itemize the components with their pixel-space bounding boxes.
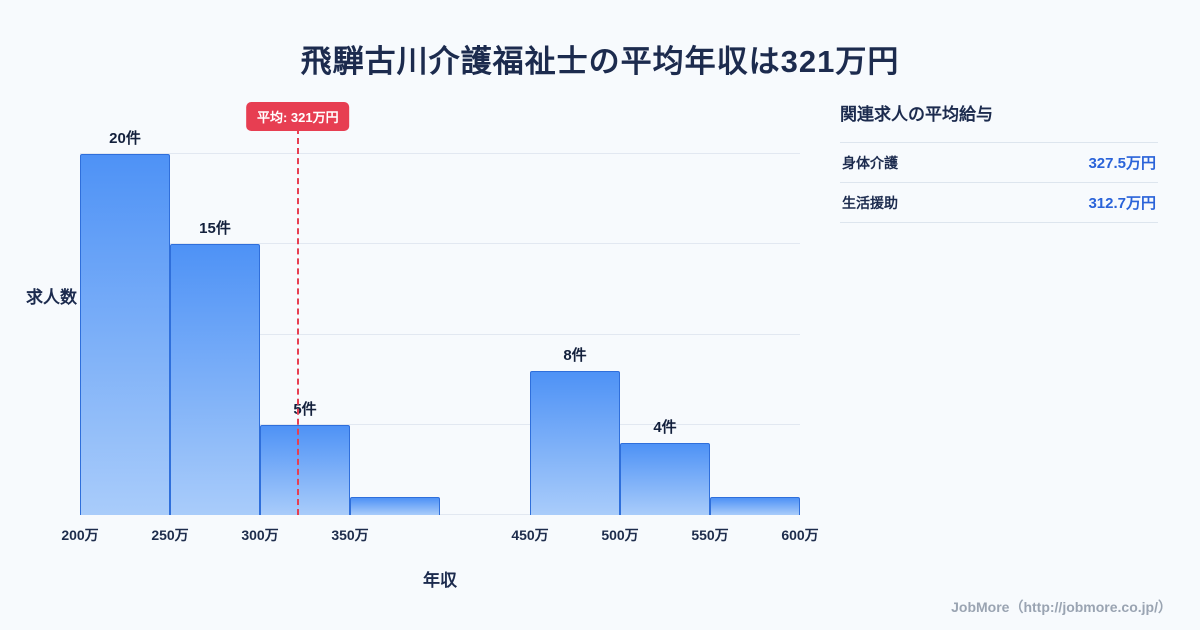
gridline (80, 423, 800, 425)
histogram-bar (350, 496, 440, 515)
x-tick-label: 550万 (691, 527, 729, 543)
y-axis-title: 求人数 (26, 288, 77, 307)
bar-count-label: 4件 (653, 418, 677, 436)
histogram-bar (710, 496, 800, 515)
related-salary-panel: 関連求人の平均給与 身体介護 327.5万円 生活援助 312.7万円 (840, 100, 1158, 223)
x-tick-label: 250万 (151, 527, 189, 543)
page-title: 飛騨古川介護福祉士の平均年収は321万円 (300, 44, 900, 79)
x-tick-label: 450万 (511, 527, 549, 543)
salary-histogram: 20件 15件 5件 8件 4件 200万 250万 300万 350万 450万 500万 550万… (61, 100, 819, 543)
histogram-bar (260, 424, 350, 515)
gridline (80, 333, 800, 335)
x-tick-label: 300万 (241, 527, 279, 543)
gridline (80, 514, 800, 515)
panel-title: 関連求人の平均給与 (840, 105, 993, 124)
x-tick-label: 500万 (601, 527, 639, 543)
histogram-bar (80, 154, 170, 515)
job-category-label: 生活援助 (840, 182, 986, 223)
histogram-bar (530, 370, 620, 515)
bar-count-label: 8件 (563, 346, 587, 364)
table-row: 身体介護 327.5万円 (840, 142, 1158, 183)
x-tick-label: 600万 (781, 527, 819, 543)
x-tick-label: 350万 (331, 527, 369, 543)
table-row: 生活援助 312.7万円 (840, 182, 1158, 223)
histogram-bar (170, 244, 260, 515)
x-axis-title: 年収 (423, 571, 457, 590)
salary-value: 327.5万円 (985, 142, 1158, 183)
job-category-label: 身体介護 (840, 142, 986, 183)
gridline (80, 153, 800, 155)
gridline (80, 243, 800, 245)
bar-count-label: 5件 (293, 400, 317, 418)
salary-value: 312.7万円 (985, 182, 1158, 223)
x-tick-label: 200万 (61, 527, 99, 543)
credit: JobMore（http://jobmore.co.jp/） (951, 599, 1172, 615)
average-badge: 平均: 321万円 (245, 102, 350, 131)
bar-count-label: 20件 (109, 130, 141, 148)
salary-table: 身体介護 327.5万円 生活援助 312.7万円 (840, 142, 1158, 223)
histogram-bar (620, 442, 710, 515)
bar-count-label: 15件 (199, 220, 231, 238)
average-line (296, 128, 299, 515)
